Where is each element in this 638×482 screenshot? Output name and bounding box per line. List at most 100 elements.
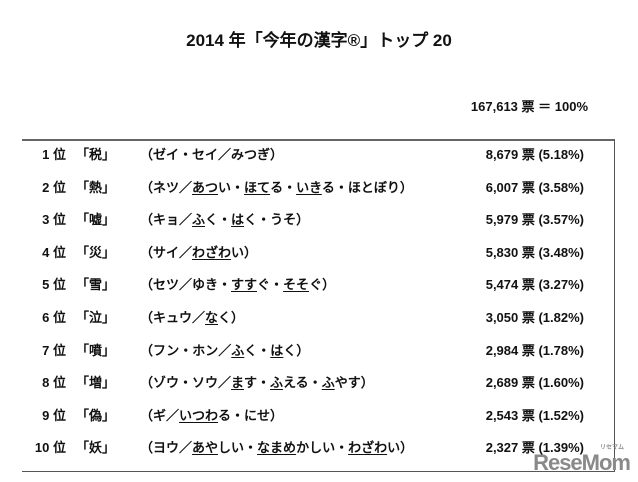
reading-underlined: な bbox=[205, 310, 219, 325]
reading: （サイ／わざわい） bbox=[140, 243, 257, 263]
ranking-row: 1 位 「税」 （ゼイ・セイ／みつぎ） 8,679 票 (5.18%) bbox=[22, 145, 614, 165]
rank: 1 位 bbox=[42, 147, 66, 162]
reading: （キュウ／なく） bbox=[140, 308, 244, 328]
reading-text: る・ほとぼり） bbox=[321, 179, 413, 195]
ranking-row: 5 位 「雪」 （セツ／ゆき・すすぐ・そそぐ） 5,474 票 (3.27%) bbox=[22, 275, 614, 295]
rank: 8 位 bbox=[42, 375, 66, 391]
reading-underlined: わざわ bbox=[192, 244, 232, 260]
reading-text: い） bbox=[387, 440, 414, 456]
kanji: 「偽」 bbox=[76, 407, 116, 423]
reading-underlined: あや bbox=[192, 440, 219, 456]
vote-count: 3,050 票 (1.82%) bbox=[485, 310, 584, 325]
ranking-row: 3 位 「嘘」 （キョ／ふく・はく・うそ） 5,979 票 (3.57%) bbox=[22, 210, 614, 230]
reading-underlined: は bbox=[270, 342, 284, 358]
reading-text: ぐ・ bbox=[257, 277, 284, 293]
reading: （ネツ／あつい・ほてる・いきる・ほとぼり） bbox=[140, 178, 413, 198]
reading-text: （サイ／ bbox=[140, 244, 193, 260]
kanji: 「泣」 bbox=[76, 310, 116, 325]
reading-text: く・ bbox=[205, 212, 232, 228]
reading: （ギ／いつわる・にせ） bbox=[140, 406, 283, 426]
page-title: 2014 年「今年の漢字®」トップ 20 bbox=[186, 31, 452, 50]
ranking-row: 6 位 「泣」 （キュウ／なく） 3,050 票 (1.82%) bbox=[22, 308, 614, 328]
reading-text: （キョ／ bbox=[140, 212, 193, 228]
kanji: 「嘘」 bbox=[76, 212, 116, 228]
reading-text: （キュウ／ bbox=[140, 310, 206, 325]
reading-text: （ゼイ・セイ／みつぎ） bbox=[140, 147, 284, 162]
reading-text: （ネツ／ bbox=[140, 179, 193, 195]
total-votes: 167,613 票 ＝ 100% bbox=[470, 99, 588, 114]
vote-count: 2,689 票 (1.60%) bbox=[485, 375, 584, 391]
kanji: 「税」 bbox=[76, 147, 116, 162]
reading: （セツ／ゆき・すすぐ・そそぐ） bbox=[140, 275, 335, 295]
kanji: 「熱」 bbox=[76, 179, 116, 195]
reading-underlined: いつわ bbox=[179, 407, 219, 423]
kanji: 「災」 bbox=[76, 244, 116, 260]
reading-text: かしい・ bbox=[296, 440, 349, 456]
vote-count: 8,679 票 (5.18%) bbox=[485, 147, 584, 162]
kanji: 「雪」 bbox=[76, 277, 116, 293]
reading-text: ぐ） bbox=[309, 277, 336, 293]
vote-count: 5,979 票 (3.57%) bbox=[485, 212, 584, 228]
ranking-table: 1 位 「税」 （ゼイ・セイ／みつぎ） 8,679 票 (5.18%) 2 位 「… bbox=[22, 139, 615, 472]
reading: （ゼイ・セイ／みつぎ） bbox=[140, 145, 283, 165]
reading-text: える・ bbox=[283, 375, 322, 391]
reading-text: く・うそ） bbox=[244, 212, 310, 228]
rank: 10 位 bbox=[34, 440, 66, 456]
reading-underlined: は bbox=[231, 212, 245, 228]
reading-text: く） bbox=[283, 342, 310, 358]
reading-underlined: いき bbox=[296, 179, 322, 195]
reading-underlined: ふ bbox=[321, 375, 335, 391]
reading-text: （セツ／ゆき・ bbox=[140, 277, 232, 293]
reading-underlined: すす bbox=[231, 277, 258, 293]
reading-text: やす） bbox=[334, 375, 374, 391]
reading-text: （ゾウ・ソウ／ bbox=[140, 375, 232, 391]
vote-count: 2,543 票 (1.52%) bbox=[485, 407, 584, 423]
rank: 2 位 bbox=[42, 179, 66, 195]
reading-text: す・ bbox=[244, 375, 271, 391]
reading-text: （ヨウ／ bbox=[140, 440, 193, 456]
rank: 4 位 bbox=[42, 244, 66, 260]
reading-text: しい・ bbox=[218, 440, 258, 456]
rank: 9 位 bbox=[42, 407, 66, 423]
vote-count: 5,474 票 (3.27%) bbox=[485, 277, 584, 293]
kanji: 「噴」 bbox=[76, 342, 116, 358]
reading-text: （ギ／ bbox=[140, 407, 180, 423]
reading-underlined: わざわ bbox=[348, 440, 388, 456]
reading-underlined: ふ bbox=[231, 342, 245, 358]
vote-count: 6,007 票 (3.58%) bbox=[485, 179, 584, 195]
reading-underlined: なまめ bbox=[257, 440, 297, 456]
ranking-row: 2 位 「熱」 （ネツ／あつい・ほてる・いきる・ほとぼり） 6,007 票 (3… bbox=[22, 178, 614, 198]
vote-count: 2,984 票 (1.78%) bbox=[485, 342, 584, 358]
reading-underlined: そそ bbox=[283, 277, 310, 293]
reading: （ヨウ／あやしい・なまめかしい・わざわい） bbox=[140, 438, 413, 458]
resemom-logo: リセマム ReseMom bbox=[533, 445, 631, 475]
rank: 6 位 bbox=[42, 310, 66, 325]
reading-underlined: ほて bbox=[244, 179, 271, 195]
reading: （フン・ホン／ふく・はく） bbox=[140, 341, 309, 361]
reading-underlined: ま bbox=[231, 375, 245, 391]
reading-text: い） bbox=[231, 244, 258, 260]
reading-text: る・ bbox=[270, 179, 297, 195]
vote-count: 2,327 票 (1.39%) bbox=[485, 440, 584, 456]
ranking-row: 8 位 「増」 （ゾウ・ソウ／ます・ふえる・ふやす） 2,689 票 (1.60… bbox=[22, 373, 614, 393]
kanji: 「妖」 bbox=[76, 440, 116, 456]
reading-text: く・ bbox=[244, 342, 271, 358]
reading-text: る・にせ） bbox=[218, 407, 284, 423]
reading-text: い・ bbox=[218, 179, 245, 195]
reading-text: く） bbox=[218, 310, 245, 325]
rank: 5 位 bbox=[42, 277, 66, 293]
ranking-row: 9 位 「偽」 （ギ／いつわる・にせ） 2,543 票 (1.52%) bbox=[22, 406, 614, 426]
ranking-row: 4 位 「災」 （サイ／わざわい） 5,830 票 (3.48%) bbox=[22, 243, 614, 263]
ranking-row: 7 位 「噴」 （フン・ホン／ふく・はく） 2,984 票 (1.78%) bbox=[22, 341, 614, 361]
reading-underlined: あつ bbox=[192, 179, 219, 195]
vote-count: 5,830 票 (3.48%) bbox=[485, 244, 584, 260]
rank: 3 位 bbox=[42, 212, 66, 228]
reading: （キョ／ふく・はく・うそ） bbox=[140, 210, 309, 230]
ranking-row: 10 位 「妖」 （ヨウ／あやしい・なまめかしい・わざわい） 2,327 票 (… bbox=[22, 438, 614, 458]
reading-text: （フン・ホン／ bbox=[140, 342, 232, 358]
kanji: 「増」 bbox=[76, 375, 116, 391]
reading-underlined: ふ bbox=[192, 212, 206, 228]
rank: 7 位 bbox=[42, 342, 66, 358]
reading: （ゾウ・ソウ／ます・ふえる・ふやす） bbox=[140, 373, 374, 393]
reading-underlined: ふ bbox=[270, 375, 284, 391]
